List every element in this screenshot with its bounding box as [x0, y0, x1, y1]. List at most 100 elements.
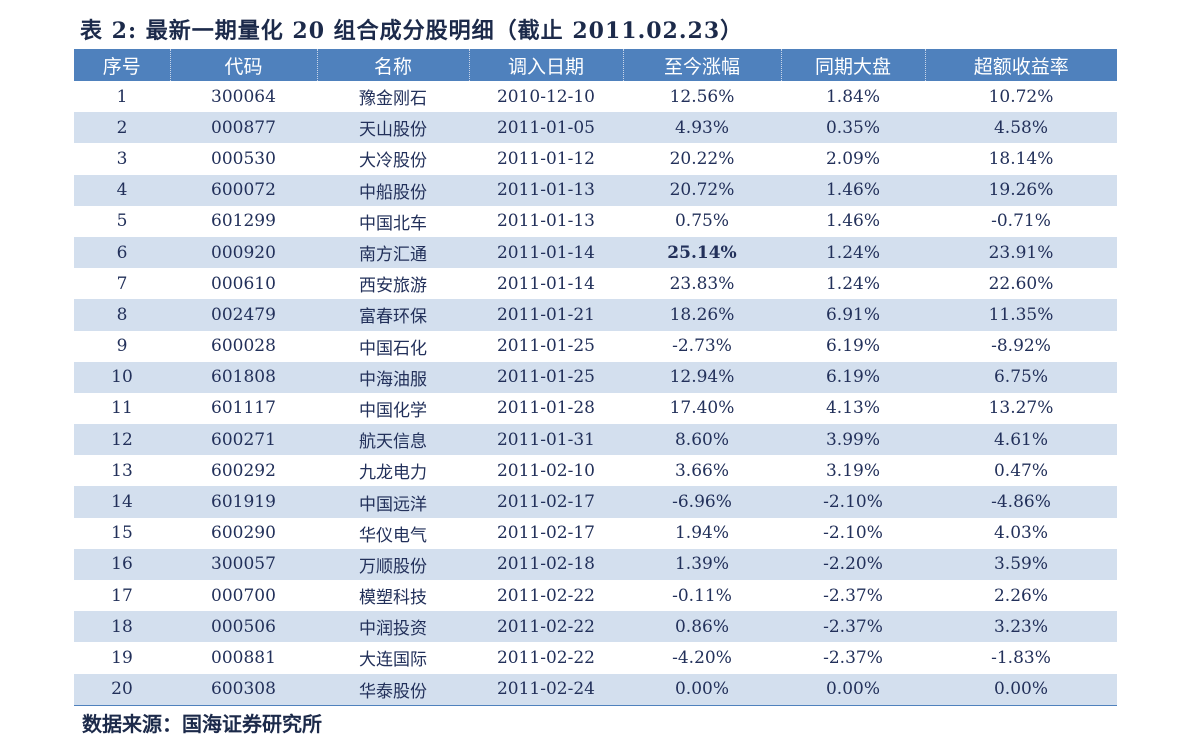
cell-code: 600292 — [170, 455, 317, 487]
table-row: 12 600271 航天信息 2011-01-31 8.60% 3.99% 4.61% — [74, 424, 1117, 456]
table-row: 9 600028 中国石化 2011-01-25 -2.73% 6.19% -8.92% — [74, 330, 1117, 362]
cell-gain: 8.60% — [623, 424, 781, 456]
cell-seq: 11 — [74, 392, 170, 425]
cell-date: 2011-02-18 — [469, 548, 623, 580]
cell-name: 华仪电气 — [317, 517, 469, 549]
cell-name: 中国远洋 — [317, 486, 469, 518]
cell-code: 601919 — [170, 486, 317, 518]
cell-date: 2011-01-13 — [469, 205, 623, 237]
cell-date: 2011-02-22 — [469, 611, 623, 643]
cell-excess: 22.60% — [925, 268, 1117, 300]
cell-seq: 18 — [74, 611, 170, 643]
cell-market: -2.10% — [781, 486, 925, 518]
cell-market: 0.35% — [781, 112, 925, 144]
cell-date: 2011-02-22 — [469, 642, 623, 674]
cell-seq: 6 — [74, 236, 170, 269]
cell-excess: 4.58% — [925, 112, 1117, 144]
cell-date: 2011-02-10 — [469, 455, 623, 487]
cell-excess: 11.35% — [925, 299, 1117, 331]
header-name: 名称 — [317, 49, 470, 81]
cell-excess: 3.23% — [925, 611, 1117, 643]
cell-date: 2011-01-25 — [469, 361, 623, 393]
cell-market: 0.00% — [781, 673, 925, 706]
cell-code: 600072 — [170, 174, 317, 206]
table-row: 17 000700 模塑科技 2011-02-22 -0.11% -2.37% 2.26% — [74, 580, 1117, 612]
cell-date: 2011-01-25 — [469, 330, 623, 362]
table-row: 7 000610 西安旅游 2011-01-14 23.83% 1.24% 22.60% — [74, 268, 1117, 300]
table-row: 2 000877 天山股份 2011-01-05 4.93% 0.35% 4.58% — [74, 112, 1117, 144]
header-excess: 超额收益率 — [925, 49, 1117, 81]
table-title: 表 2: 最新一期量化 20 组合成分股明细（截止 2011.02.23） — [80, 18, 744, 44]
cell-market: 6.19% — [781, 330, 925, 362]
cell-date: 2011-01-13 — [469, 174, 623, 206]
header-code: 代码 — [170, 49, 318, 81]
header-gain: 至今涨幅 — [623, 49, 782, 81]
cell-seq: 12 — [74, 424, 170, 456]
cell-excess: -1.83% — [925, 642, 1117, 674]
table-row: 6 000920 南方汇通 2011-01-14 25.14% 1.24% 23.91% — [74, 236, 1117, 269]
cell-date: 2011-01-12 — [469, 143, 623, 175]
cell-gain: -2.73% — [623, 330, 781, 362]
cell-gain: 0.86% — [623, 611, 781, 643]
cell-gain: 20.22% — [623, 143, 781, 175]
cell-gain: 18.26% — [623, 299, 781, 331]
cell-excess: 0.47% — [925, 455, 1117, 487]
cell-code: 600028 — [170, 330, 317, 362]
cell-market: 4.13% — [781, 392, 925, 425]
table-row: 20 600308 华泰股份 2011-02-24 0.00% 0.00% 0.00% — [74, 673, 1117, 706]
cell-gain: 3.66% — [623, 455, 781, 487]
cell-date: 2011-01-05 — [469, 112, 623, 144]
cell-gain: 1.94% — [623, 517, 781, 549]
cell-date: 2011-01-31 — [469, 424, 623, 456]
cell-excess: -4.86% — [925, 486, 1117, 518]
cell-code: 601299 — [170, 205, 317, 237]
table-row: 1 300064 豫金刚石 2010-12-10 12.56% 1.84% 10.72% — [74, 81, 1117, 113]
cell-name: 大连国际 — [317, 642, 469, 674]
cell-excess: 10.72% — [925, 81, 1117, 113]
cell-gain: 23.83% — [623, 268, 781, 300]
cell-gain: 25.14% — [623, 236, 781, 269]
cell-name: 南方汇通 — [317, 236, 469, 269]
cell-date: 2010-12-10 — [469, 81, 623, 113]
cell-code: 600290 — [170, 517, 317, 549]
cell-excess: 23.91% — [925, 236, 1117, 269]
cell-name: 中国石化 — [317, 330, 469, 362]
cell-market: 1.46% — [781, 174, 925, 206]
cell-seq: 10 — [74, 361, 170, 393]
table-row: 11 601117 中国化学 2011-01-28 17.40% 4.13% 13.27% — [74, 392, 1117, 425]
cell-name: 中国北车 — [317, 205, 469, 237]
cell-code: 300057 — [170, 548, 317, 580]
cell-date: 2011-02-17 — [469, 486, 623, 518]
cell-code: 000920 — [170, 236, 317, 269]
cell-market: 3.19% — [781, 455, 925, 487]
cell-seq: 13 — [74, 455, 170, 487]
table-row: 10 601808 中海油服 2011-01-25 12.94% 6.19% 6.75% — [74, 361, 1117, 393]
cell-seq: 7 — [74, 268, 170, 300]
cell-market: 6.19% — [781, 361, 925, 393]
cell-code: 000881 — [170, 642, 317, 674]
cell-market: -2.10% — [781, 517, 925, 549]
cell-code: 000530 — [170, 143, 317, 175]
cell-code: 601808 — [170, 361, 317, 393]
data-source: 数据来源：国海证券研究所 — [82, 712, 322, 736]
cell-name: 中国化学 — [317, 392, 469, 425]
cell-excess: 4.03% — [925, 517, 1117, 549]
table-row: 4 600072 中船股份 2011-01-13 20.72% 1.46% 19.26% — [74, 174, 1117, 206]
header-date: 调入日期 — [469, 49, 624, 81]
cell-name: 中润投资 — [317, 611, 469, 643]
cell-seq: 5 — [74, 205, 170, 237]
table-row: 5 601299 中国北车 2011-01-13 0.75% 1.46% -0.71% — [74, 205, 1117, 237]
table-row: 15 600290 华仪电气 2011-02-17 1.94% -2.10% 4.03% — [74, 517, 1117, 549]
cell-seq: 2 — [74, 112, 170, 144]
cell-excess: 6.75% — [925, 361, 1117, 393]
cell-excess: 19.26% — [925, 174, 1117, 206]
cell-code: 000877 — [170, 112, 317, 144]
table-row: 3 000530 大冷股份 2011-01-12 20.22% 2.09% 18.14% — [74, 143, 1117, 175]
table-row: 8 002479 富春环保 2011-01-21 18.26% 6.91% 11.35% — [74, 299, 1117, 331]
cell-gain: 12.94% — [623, 361, 781, 393]
cell-excess: 0.00% — [925, 673, 1117, 706]
cell-gain: 17.40% — [623, 392, 781, 425]
cell-seq: 14 — [74, 486, 170, 518]
cell-excess: 18.14% — [925, 143, 1117, 175]
cell-seq: 1 — [74, 81, 170, 113]
